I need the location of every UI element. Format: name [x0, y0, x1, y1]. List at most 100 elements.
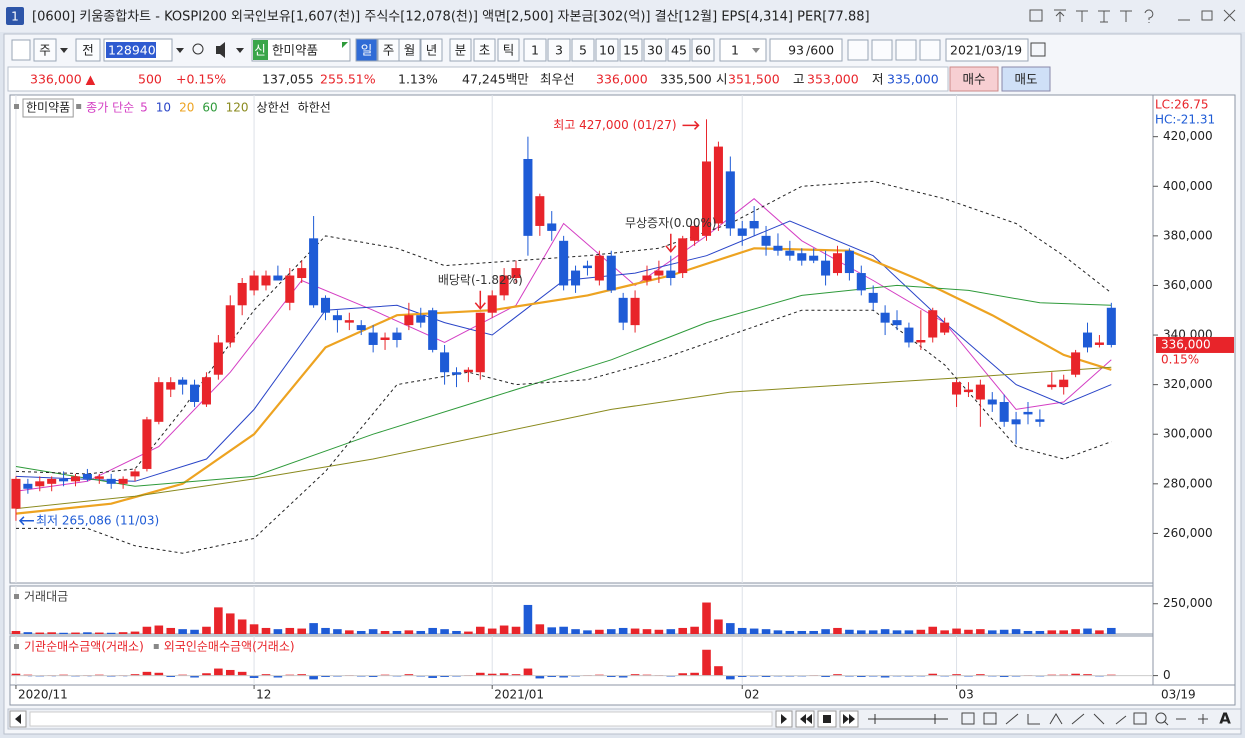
- volume-bar: [1011, 629, 1021, 634]
- info-value: 335,000: [887, 72, 939, 87]
- current-price-box: [1156, 336, 1234, 353]
- panel-marker: [14, 104, 19, 109]
- calendar-icon[interactable]: [1030, 42, 1046, 57]
- control-icon[interactable]: [1098, 10, 1110, 23]
- interval-button[interactable]: [643, 38, 667, 62]
- candle-body: [320, 297, 331, 313]
- net-bar: [230, 673, 235, 676]
- candle-body: [975, 384, 985, 400]
- close-button[interactable]: [1223, 9, 1236, 22]
- period-button[interactable]: [473, 38, 496, 62]
- sell-button[interactable]: [1001, 66, 1051, 92]
- volume-bar: [702, 602, 711, 634]
- tool-button[interactable]: [871, 39, 893, 61]
- control-icon[interactable]: [1076, 10, 1088, 22]
- volume-bar: [452, 630, 461, 634]
- volume-bar: [225, 613, 235, 634]
- tool-button[interactable]: [895, 39, 917, 61]
- candle-body: [594, 255, 604, 281]
- interval-button[interactable]: [571, 38, 595, 62]
- panel-marker: [14, 644, 19, 649]
- legend-entry: 외국인순매수금액(거래소): [164, 640, 295, 654]
- speaker-icon[interactable]: [216, 42, 244, 58]
- prefix-button[interactable]: [75, 38, 101, 62]
- candle-body: [630, 297, 640, 326]
- volume-bar: [23, 632, 33, 634]
- interval-button[interactable]: [523, 38, 547, 62]
- zoom-slider[interactable]: [868, 714, 948, 724]
- candle-body: [130, 471, 140, 477]
- x-tick-label: 12: [256, 688, 271, 702]
- net-bar: [146, 673, 152, 676]
- tool-icon[interactable]: [983, 712, 997, 725]
- multiplier-box[interactable]: [719, 38, 767, 62]
- interval-button[interactable]: [595, 38, 619, 62]
- annotation-arrow: [682, 120, 700, 130]
- control-icon[interactable]: [1144, 9, 1154, 23]
- volume-bar: [606, 629, 616, 634]
- menu-icon[interactable]: [11, 39, 31, 61]
- dropdown-arrow[interactable]: [176, 48, 184, 53]
- candle-body: [142, 419, 152, 469]
- count-box[interactable]: [769, 38, 843, 62]
- control-icon[interactable]: [1054, 9, 1066, 22]
- candle-body: [535, 196, 545, 226]
- volume-bar: [273, 629, 283, 634]
- y-tick-label: 280,000: [1163, 476, 1213, 490]
- candle-body: [392, 332, 402, 340]
- volume-bar: [987, 630, 997, 634]
- candle-body: [1106, 307, 1116, 345]
- candle-body: [23, 483, 33, 489]
- panel-marker: [14, 594, 19, 599]
- volume-bar: [356, 630, 366, 634]
- legend-entry: 60: [202, 101, 217, 115]
- tool-icon[interactable]: [961, 712, 975, 725]
- interval-button-label: 5: [579, 43, 587, 58]
- candle-body: [404, 315, 414, 326]
- control-icon[interactable]: [1029, 9, 1043, 22]
- search-icon[interactable]: [192, 43, 204, 55]
- search-icon[interactable]: [1155, 712, 1167, 724]
- tool-button[interactable]: [847, 39, 869, 61]
- period-button[interactable]: [355, 38, 378, 62]
- stock-label: 한미약품: [26, 100, 70, 115]
- name-box[interactable]: [251, 38, 351, 62]
- period-button[interactable]: [497, 38, 520, 62]
- interval-button[interactable]: [691, 38, 715, 62]
- buy-button[interactable]: [949, 66, 999, 92]
- candle-body: [261, 275, 271, 286]
- tool-icon[interactable]: [1133, 712, 1147, 725]
- candle-body: [368, 332, 378, 345]
- date-box[interactable]: [945, 38, 1029, 62]
- window-icon[interactable]: [6, 7, 24, 25]
- period-button[interactable]: [398, 38, 421, 62]
- candle-body: [749, 220, 759, 229]
- period-button[interactable]: [449, 38, 472, 62]
- interval-button[interactable]: [667, 38, 691, 62]
- font-button[interactable]: A: [1219, 710, 1231, 728]
- volume-bar: [59, 632, 68, 634]
- period-button[interactable]: [420, 38, 443, 62]
- volume-bar: [118, 632, 128, 634]
- interval-button[interactable]: [619, 38, 643, 62]
- candle-body: [666, 270, 676, 279]
- tool-icon[interactable]: [1005, 713, 1127, 725]
- window-title: [0600] 키움종합차트 - KOSPI200 외국인보유[1,607(천)]…: [32, 10, 870, 25]
- panel-marker: [76, 104, 82, 109]
- tool-icons: [961, 712, 1208, 726]
- market-select[interactable]: [33, 38, 57, 62]
- candle-body: [785, 250, 795, 256]
- volume-bar: [773, 630, 783, 634]
- control-icon[interactable]: [1120, 10, 1132, 22]
- zoom-icons[interactable]: [1163, 714, 1208, 726]
- scale-panel: [1152, 94, 1236, 686]
- volume-bar: [106, 632, 116, 634]
- volume-bar: [47, 632, 56, 634]
- interval-button-label: 30: [647, 43, 663, 58]
- interval-button[interactable]: [547, 38, 571, 62]
- restore-button[interactable]: [1201, 10, 1213, 21]
- scroll-track[interactable]: [29, 711, 773, 727]
- indicator-line: [15, 284, 1112, 487]
- tool-button[interactable]: [919, 39, 941, 61]
